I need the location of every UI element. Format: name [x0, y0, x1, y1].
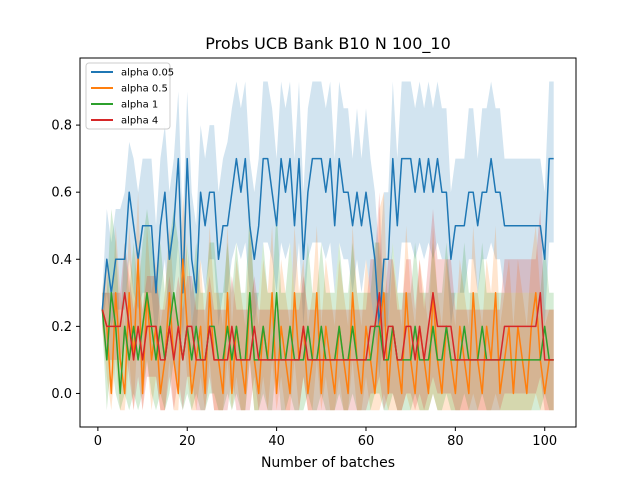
legend: alpha 0.05 alpha 0.5 alpha 1 alpha 4: [85, 62, 174, 130]
legend-label: alpha 0.5: [121, 84, 168, 95]
series-1-line: [101, 258, 554, 395]
x-axis-ticks: 0 20 40 60 80 100: [94, 427, 557, 449]
y-tick-label: 0.2: [51, 320, 72, 335]
legend-label: alpha 1: [121, 100, 158, 111]
x-tick-label: 0: [94, 434, 102, 449]
y-axis-ticks: 0.0 0.2 0.4 0.6 0.8: [51, 119, 80, 402]
legend-box: [85, 62, 171, 130]
x-tick-label: 100: [532, 434, 557, 449]
series-3-line: [101, 292, 554, 361]
y-tick-label: 0.6: [51, 186, 72, 201]
y-tick-label: 0.8: [51, 119, 72, 134]
plot-area: [101, 81, 554, 411]
series-1-band: [102, 192, 554, 411]
series-0-band: [102, 81, 554, 377]
series-3-band: [102, 192, 554, 411]
x-axis-label: Number of batches: [261, 455, 395, 471]
legend-label: alpha 0.05: [121, 68, 174, 79]
legend-label: alpha 4: [121, 116, 158, 127]
series-0-line: [101, 157, 554, 328]
x-tick-label: 60: [358, 434, 375, 449]
x-tick-label: 80: [447, 434, 464, 449]
series-lines: [101, 157, 554, 395]
y-tick-label: 0.4: [51, 253, 72, 268]
x-tick-label: 40: [268, 434, 285, 449]
x-tick-label: 20: [179, 434, 196, 449]
axes-frame: [79, 57, 577, 428]
legend-items: alpha 0.05 alpha 0.5 alpha 1 alpha 4: [91, 68, 174, 127]
y-tick-label: 0.0: [51, 387, 72, 402]
chart-title: Probs UCB Bank B10 N 100_10: [205, 34, 451, 54]
